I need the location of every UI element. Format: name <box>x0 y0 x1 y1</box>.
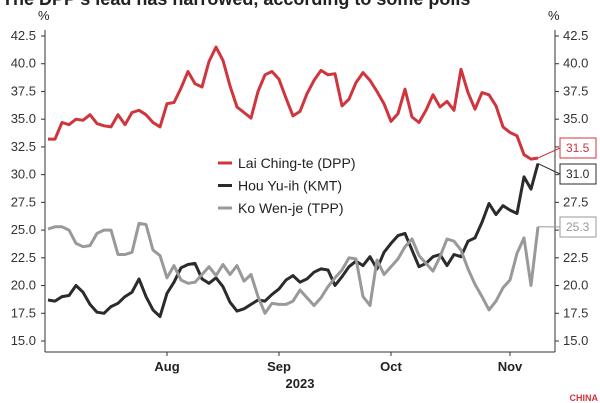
x-tick-label: Aug <box>154 359 179 374</box>
y2-tick-label: 40.0 <box>563 56 588 71</box>
x-tick-label: Sep <box>267 359 291 374</box>
legend-label: Lai Ching-te (DPP) <box>238 155 356 171</box>
y-unit: % <box>38 8 50 23</box>
y2-tick-label: 20.0 <box>563 278 588 293</box>
y-tick-label: 40.0 <box>11 56 36 71</box>
y-tick-label: 15.0 <box>11 333 36 348</box>
end-label: 31.5 <box>566 141 590 155</box>
y2-tick-label: 37.5 <box>563 83 588 98</box>
logo: CHINA <box>570 393 599 403</box>
chart-title: The DPP's lead has narrowed, according t… <box>2 0 470 9</box>
y2-tick-label: 35.0 <box>563 111 588 126</box>
y2-tick-label: 17.5 <box>563 305 588 320</box>
end-connector <box>537 163 561 175</box>
end-label-box <box>559 163 597 185</box>
y-tick-label: 30.0 <box>11 167 36 182</box>
y-tick-label: 32.5 <box>11 139 36 154</box>
y-tick-label: 20.0 <box>11 278 36 293</box>
y2-unit: % <box>548 8 560 23</box>
y2-tick-label: 42.5 <box>563 28 588 43</box>
y-tick-label: 25.0 <box>11 222 36 237</box>
y-tick-label: 27.5 <box>11 194 36 209</box>
end-label: 25.3 <box>566 220 590 234</box>
end-label-box <box>559 137 597 159</box>
end-label-box <box>559 216 597 238</box>
x-tick-label: Oct <box>380 359 402 374</box>
legend-label: Hou Yu-ih (KMT) <box>238 178 342 194</box>
y-tick-label: 42.5 <box>11 28 36 43</box>
y2-tick-label: 15.0 <box>563 333 588 348</box>
y-tick-label: 22.5 <box>11 250 36 265</box>
end-connector <box>537 147 561 159</box>
y-tick-label: 17.5 <box>11 305 36 320</box>
y-tick-label: 37.5 <box>11 83 36 98</box>
y-tick-label: 35.0 <box>11 111 36 126</box>
series-line <box>47 163 540 319</box>
y2-tick-label: 27.5 <box>563 194 588 209</box>
series-line <box>47 221 540 315</box>
end-label: 31.0 <box>566 167 590 181</box>
legend-label: Ko Wen-je (TPP) <box>238 200 344 216</box>
series-line <box>48 45 539 161</box>
x-tick-label: Nov <box>498 359 523 374</box>
x-axis-label: 2023 <box>286 376 315 391</box>
y2-tick-label: 22.5 <box>563 250 588 265</box>
